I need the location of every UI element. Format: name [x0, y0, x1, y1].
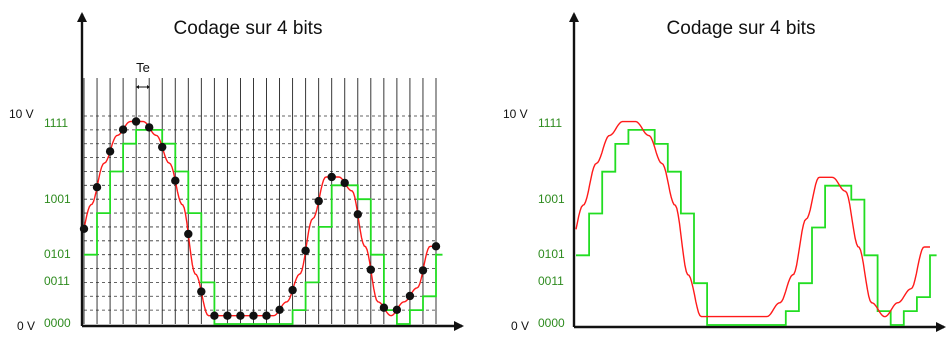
sample-point	[131, 117, 141, 126]
right-code-label-0101: 0101	[538, 247, 565, 261]
left-horizontal-grid	[84, 115, 438, 311]
sample-period-indicator: Te	[136, 60, 150, 89]
right-panel-title: Codage sur 4 bits	[667, 18, 816, 39]
left-panel-title: Codage sur 4 bits	[174, 18, 323, 39]
sample-point	[418, 266, 428, 275]
right-voltage-min-label: 0 V	[511, 319, 529, 333]
right-analog-signal	[575, 120, 930, 318]
left-voltage-max-label: 10 V	[9, 107, 34, 121]
sample-point	[314, 196, 323, 206]
sample-point	[236, 311, 245, 320]
sample-point	[223, 311, 232, 320]
left-voltage-min-label: 0 V	[17, 319, 35, 333]
right-voltage-max-label: 10 V	[503, 107, 528, 121]
sample-point	[210, 311, 219, 320]
left-code-label-1111: 1111	[44, 116, 68, 130]
sample-point	[105, 147, 115, 156]
sample-point	[431, 242, 441, 251]
sample-point	[171, 176, 180, 185]
sample-point	[197, 287, 206, 296]
left-sample-points	[79, 117, 441, 320]
left-code-label-0000: 0000	[44, 316, 71, 330]
left-code-label-0011: 0011	[44, 274, 70, 288]
right-code-label-0011: 0011	[538, 274, 564, 288]
right-code-label-1111: 1111	[538, 116, 562, 130]
left-quantized-staircase	[84, 129, 443, 325]
sample-point	[275, 305, 284, 314]
sample-period-arrow-left-tip	[136, 85, 139, 89]
sample-point	[145, 123, 154, 132]
sample-point	[288, 285, 297, 295]
sample-point	[158, 142, 167, 152]
sample-point	[92, 183, 102, 192]
sample-point	[249, 311, 258, 320]
left-analog-signal	[83, 120, 436, 317]
sample-period-label: Te	[136, 60, 150, 75]
left-code-label-1001: 1001	[44, 192, 71, 206]
left-code-label-0101: 0101	[44, 247, 71, 261]
sample-point	[184, 229, 193, 239]
sample-point	[262, 311, 271, 320]
right-quantized-staircase	[576, 129, 937, 326]
sample-point	[353, 210, 362, 219]
sample-point	[327, 172, 336, 182]
right-code-label-0000: 0000	[538, 316, 565, 330]
left-panel: Codage sur 4 bits Te 10 V 0 V 1111 1001 …	[9, 12, 464, 333]
sample-point	[340, 178, 349, 188]
sample-point	[379, 303, 389, 312]
sample-point	[405, 291, 415, 301]
sample-point	[79, 224, 89, 233]
sample-point	[392, 305, 402, 314]
sample-point	[366, 265, 375, 274]
right-code-label-1001: 1001	[538, 192, 565, 206]
sample-point	[118, 125, 128, 134]
sample-period-arrow-right-tip	[147, 85, 150, 89]
sample-point	[301, 246, 310, 255]
right-panel: Codage sur 4 bits 10 V 0 V 1111 1001 010…	[503, 12, 946, 333]
